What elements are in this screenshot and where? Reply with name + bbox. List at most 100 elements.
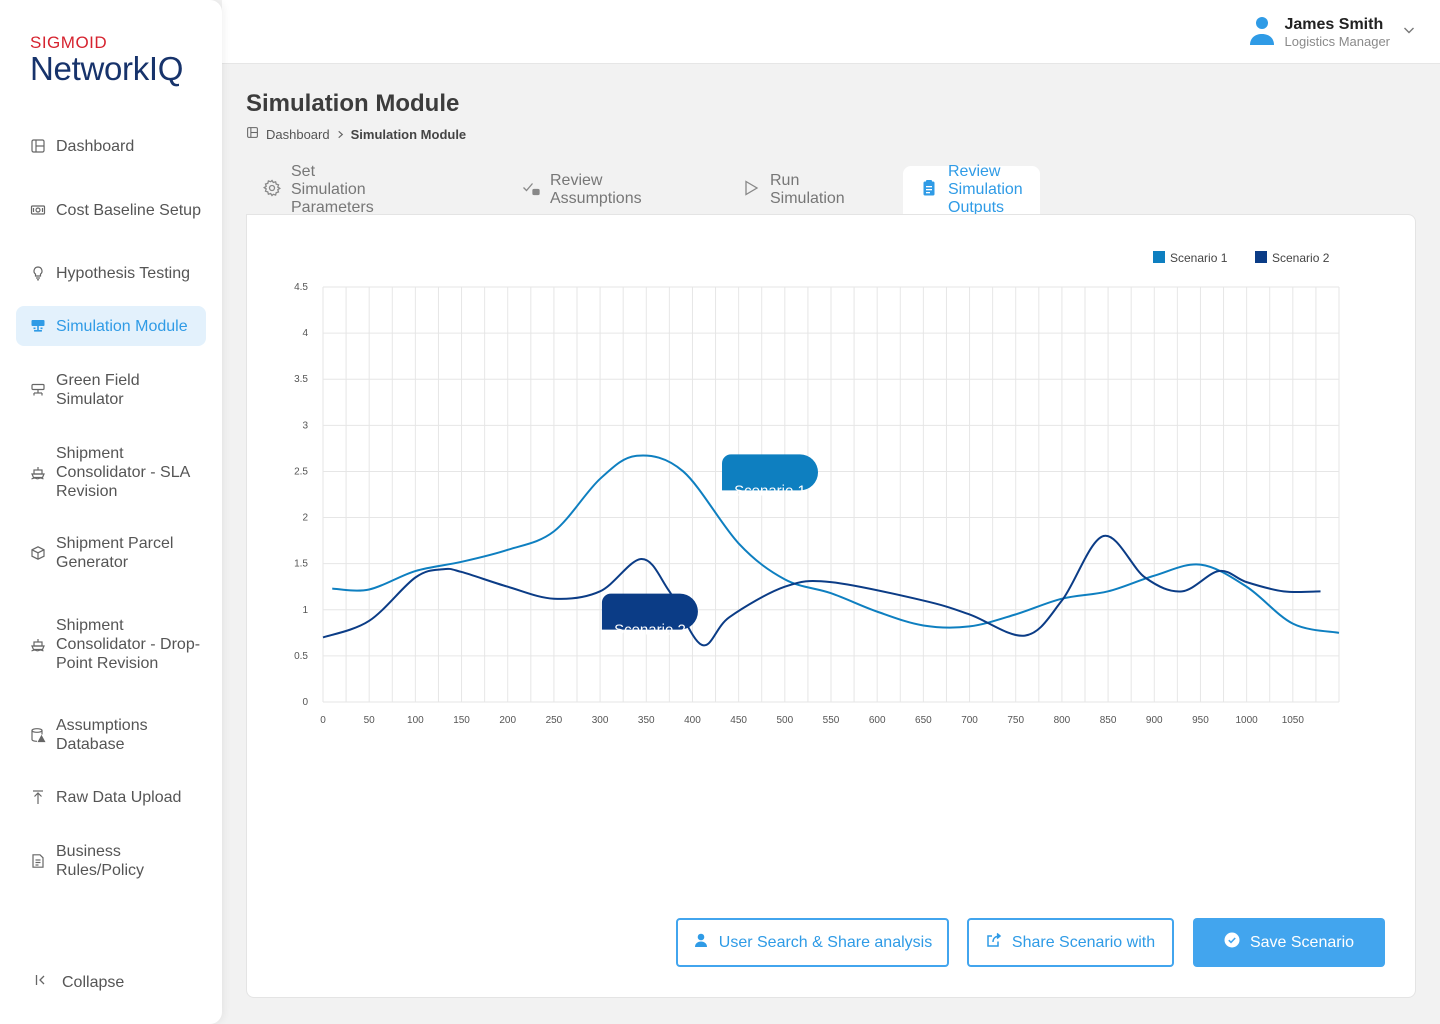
save-scenario-button[interactable]: Save Scenario — [1193, 918, 1385, 967]
y-tick-label: 0.5 — [294, 651, 308, 662]
ship-icon — [30, 464, 46, 480]
sidebar: SIGMOID NetworkIQ Dashboard Cost Baselin… — [0, 0, 222, 1024]
collapse-button[interactable]: Collapse — [34, 973, 124, 992]
sidebar-item-label: Green Field Simulator — [56, 372, 140, 408]
y-tick-label: 4.5 — [294, 282, 308, 293]
x-tick-label: 950 — [1192, 715, 1209, 726]
breadcrumb: Dashboard Simulation Module — [246, 126, 466, 142]
y-tick-label: 1.5 — [294, 559, 308, 570]
legend-swatch — [1255, 251, 1267, 263]
x-tick-label: 300 — [592, 715, 609, 726]
x-tick-label: 150 — [453, 715, 470, 726]
share-icon — [986, 932, 1012, 953]
sidebar-item-dashboard[interactable]: Dashboard — [16, 126, 206, 166]
sidebar-item-business-rules[interactable]: Business Rules/Policy — [16, 840, 206, 882]
sidebar-item-assumptions-database[interactable]: Assumptions Database — [16, 714, 206, 756]
x-tick-label: 1050 — [1282, 715, 1305, 726]
sidebar-item-simulation-module[interactable]: Simulation Module — [16, 306, 206, 346]
button-label: Share Scenario with — [1011, 933, 1156, 951]
tab-run-simulation[interactable]: Run Simulation — [742, 166, 845, 214]
y-tick-label: 0 — [302, 697, 308, 708]
chevron-down-icon[interactable] — [1390, 23, 1416, 42]
x-tick-label: 800 — [1054, 715, 1071, 726]
series-line-scenario-1 — [332, 454, 1340, 634]
sidebar-item-hypothesis-testing[interactable]: Hypothesis Testing — [16, 253, 206, 293]
y-tick-label: 4 — [302, 328, 308, 339]
tab-review-simulation-outputs[interactable]: Review Simulation Outputs — [903, 163, 1040, 216]
x-tick-label: 0 — [320, 715, 326, 726]
x-tick-label: 500 — [776, 715, 793, 726]
simulation-output-card: 0 50 100 150 200 250 300 350 400 450 500 550 600 650 7… — [246, 214, 1416, 998]
x-tick-label: 200 — [499, 715, 516, 726]
callout-label: Scenario 2 — [614, 622, 686, 639]
simulation-icon — [30, 318, 46, 334]
callout-label: Scenario 1 — [734, 482, 806, 499]
parcel-icon — [30, 545, 46, 561]
y-tick-label: 1 — [302, 605, 308, 616]
series-line-scenario-2 — [322, 534, 1321, 647]
x-tick-label: 100 — [407, 715, 424, 726]
callout-bubble — [722, 454, 819, 491]
sidebar-item-raw-data-upload[interactable]: Raw Data Upload — [16, 786, 206, 808]
sidebar-item-cost-baseline[interactable]: Cost Baseline Setup — [16, 189, 206, 231]
button-label: Save Scenario — [1249, 933, 1355, 951]
chart-series — [322, 454, 1340, 647]
user-menu[interactable]: James Smith Logistics Manager — [1249, 14, 1417, 51]
cost-baseline-icon — [30, 202, 46, 218]
callout-bubble — [601, 593, 698, 630]
x-tick-label: 900 — [1146, 715, 1163, 726]
button-label: User Search & Share analysis — [718, 933, 933, 951]
brand-name: SIGMOID — [30, 33, 108, 52]
sidebar-item-label: Simulation Module — [56, 317, 188, 335]
x-tick-label: 50 — [364, 715, 376, 726]
tab-label: Review Simulation Outputs — [948, 163, 1023, 216]
clipboard-icon — [920, 179, 948, 202]
y-tick-label: 3 — [302, 420, 308, 431]
sidebar-item-label: Assumptions Database — [56, 717, 148, 753]
user-search-share-button[interactable]: User Search & Share analysis — [676, 918, 949, 967]
user-name: James Smith — [1284, 16, 1384, 33]
page-title: Simulation Module — [246, 90, 460, 117]
sidebar-item-shipment-consolidator-sla[interactable]: Shipment Consolidator - SLA Revision — [16, 442, 206, 502]
sidebar-item-shipment-parcel-generator[interactable]: Shipment Parcel Generator — [16, 532, 206, 574]
green-field-icon — [30, 382, 46, 398]
top-bar: James Smith Logistics Manager — [222, 0, 1440, 64]
sidebar-item-label: Hypothesis Testing — [56, 264, 190, 282]
y-tick-label: 2.5 — [294, 466, 308, 477]
x-tick-label: 350 — [638, 715, 655, 726]
sidebar-item-label: Raw Data Upload — [56, 788, 182, 806]
x-tick-label: 250 — [546, 715, 563, 726]
x-tick-label: 1000 — [1236, 715, 1259, 726]
x-tick-label: 400 — [684, 715, 701, 726]
sidebar-item-shipment-consolidator-drop-point[interactable]: Shipment Consolidator - Drop-Point Revis… — [16, 604, 206, 684]
sidebar-item-green-field[interactable]: Green Field Simulator — [16, 369, 206, 411]
sidebar-item-label: Shipment Consolidator - SLA Revision — [56, 444, 190, 500]
collapse-icon — [34, 973, 48, 992]
chevron-right-icon — [330, 127, 351, 142]
share-scenario-button[interactable]: Share Scenario with — [967, 918, 1174, 967]
tab-label: Review Assumptions — [550, 172, 642, 207]
logo[interactable]: SIGMOID NetworkIQ — [30, 34, 183, 87]
dashboard-icon — [30, 138, 46, 154]
legend-swatch — [1153, 251, 1165, 263]
chart-callouts: Scenario 1 Scenario 2 — [601, 454, 819, 639]
tab-label: Set Simulation Parameters — [291, 163, 374, 216]
breadcrumb-link-dashboard[interactable]: Dashboard — [266, 126, 330, 142]
x-tick-label: 600 — [869, 715, 886, 726]
line-chart: 0 50 100 150 200 250 300 350 400 450 500 550 600 650 7… — [294, 251, 1340, 726]
tab-set-simulation-parameters[interactable]: Set Simulation Parameters — [263, 163, 374, 216]
series-callout-scenario-1: Scenario 1 — [722, 454, 819, 499]
dashboard-icon — [246, 126, 266, 142]
y-tick-label: 2 — [302, 513, 308, 524]
x-tick-label: 550 — [823, 715, 840, 726]
upload-icon — [30, 789, 46, 805]
ship-icon — [30, 636, 46, 652]
collapse-label: Collapse — [62, 973, 125, 991]
y-tick-label: 3.5 — [294, 374, 308, 385]
x-tick-label: 850 — [1100, 715, 1117, 726]
policy-icon — [30, 853, 46, 869]
x-tick-label: 450 — [730, 715, 747, 726]
x-tick-label: 750 — [1007, 715, 1024, 726]
sidebar-item-label: Business Rules/Policy — [56, 843, 145, 879]
tab-review-assumptions[interactable]: Review Assumptions — [522, 166, 642, 214]
